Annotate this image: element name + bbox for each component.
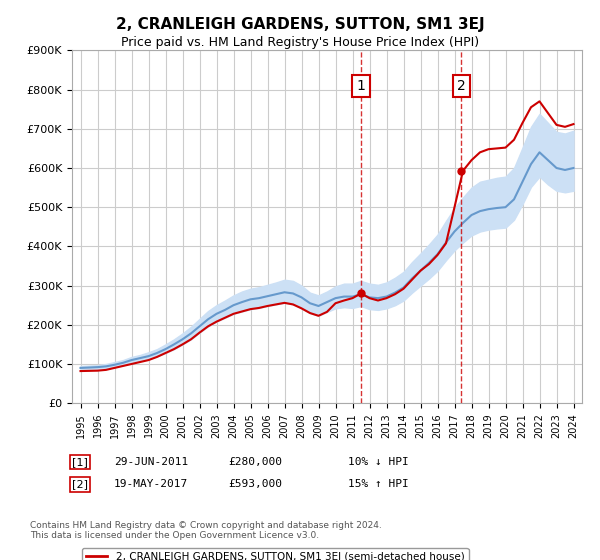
Text: 15% ↑ HPI: 15% ↑ HPI (348, 479, 409, 489)
Text: Price paid vs. HM Land Registry's House Price Index (HPI): Price paid vs. HM Land Registry's House … (121, 36, 479, 49)
Text: 29-JUN-2011: 29-JUN-2011 (114, 457, 188, 467)
Text: £593,000: £593,000 (228, 479, 282, 489)
Text: Contains HM Land Registry data © Crown copyright and database right 2024.
This d: Contains HM Land Registry data © Crown c… (30, 521, 382, 540)
Legend: 2, CRANLEIGH GARDENS, SUTTON, SM1 3EJ (semi-detached house), HPI: Average price,: 2, CRANLEIGH GARDENS, SUTTON, SM1 3EJ (s… (82, 548, 469, 560)
Text: [2]: [2] (72, 479, 88, 489)
Text: 2: 2 (457, 79, 466, 93)
Text: [1]: [1] (72, 457, 88, 467)
Text: 10% ↓ HPI: 10% ↓ HPI (348, 457, 409, 467)
Text: 2, CRANLEIGH GARDENS, SUTTON, SM1 3EJ: 2, CRANLEIGH GARDENS, SUTTON, SM1 3EJ (116, 17, 484, 32)
Text: 19-MAY-2017: 19-MAY-2017 (114, 479, 188, 489)
Text: £280,000: £280,000 (228, 457, 282, 467)
Text: 1: 1 (356, 79, 365, 93)
